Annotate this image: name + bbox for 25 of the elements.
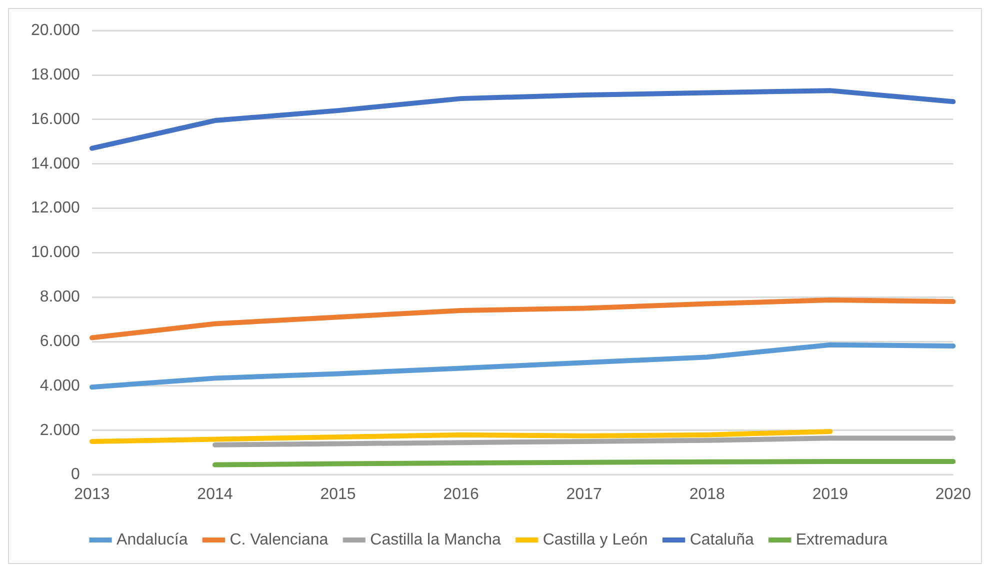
x-tick-label: 2013 [74,486,110,503]
x-tick-label: 2020 [935,486,972,503]
y-tick-label: 12.000 [31,200,80,217]
y-tick-label: 14.000 [31,155,80,172]
y-tick-label: 10.000 [31,244,80,262]
legend-label: Andalucía [116,531,188,548]
y-tick-label: 18.000 [31,66,80,84]
y-tick-label: 2.000 [40,422,80,439]
y-tick-label: 6.000 [40,332,80,350]
x-tick-label: 2018 [689,486,726,503]
y-tick-label: 4.000 [40,377,80,394]
x-tick-label: 2014 [197,486,233,503]
x-tick-label: 2016 [443,486,479,503]
legend-label: Castilla y León [542,531,648,548]
y-tick-label: 0 [71,466,80,484]
x-tick-label: 2019 [812,486,848,503]
legend-label: Castilla la Mancha [370,531,501,548]
y-tick-label: 8.000 [40,288,80,306]
legend-label: C. Valenciana [230,531,328,548]
y-tick-label: 20.000 [31,22,80,40]
legend-label: Cataluña [690,531,754,548]
y-tick-label: 16.000 [31,110,80,128]
legend-label: Extremadura [796,531,888,548]
x-tick-label: 2017 [566,486,602,503]
x-tick-label: 2015 [320,486,356,503]
